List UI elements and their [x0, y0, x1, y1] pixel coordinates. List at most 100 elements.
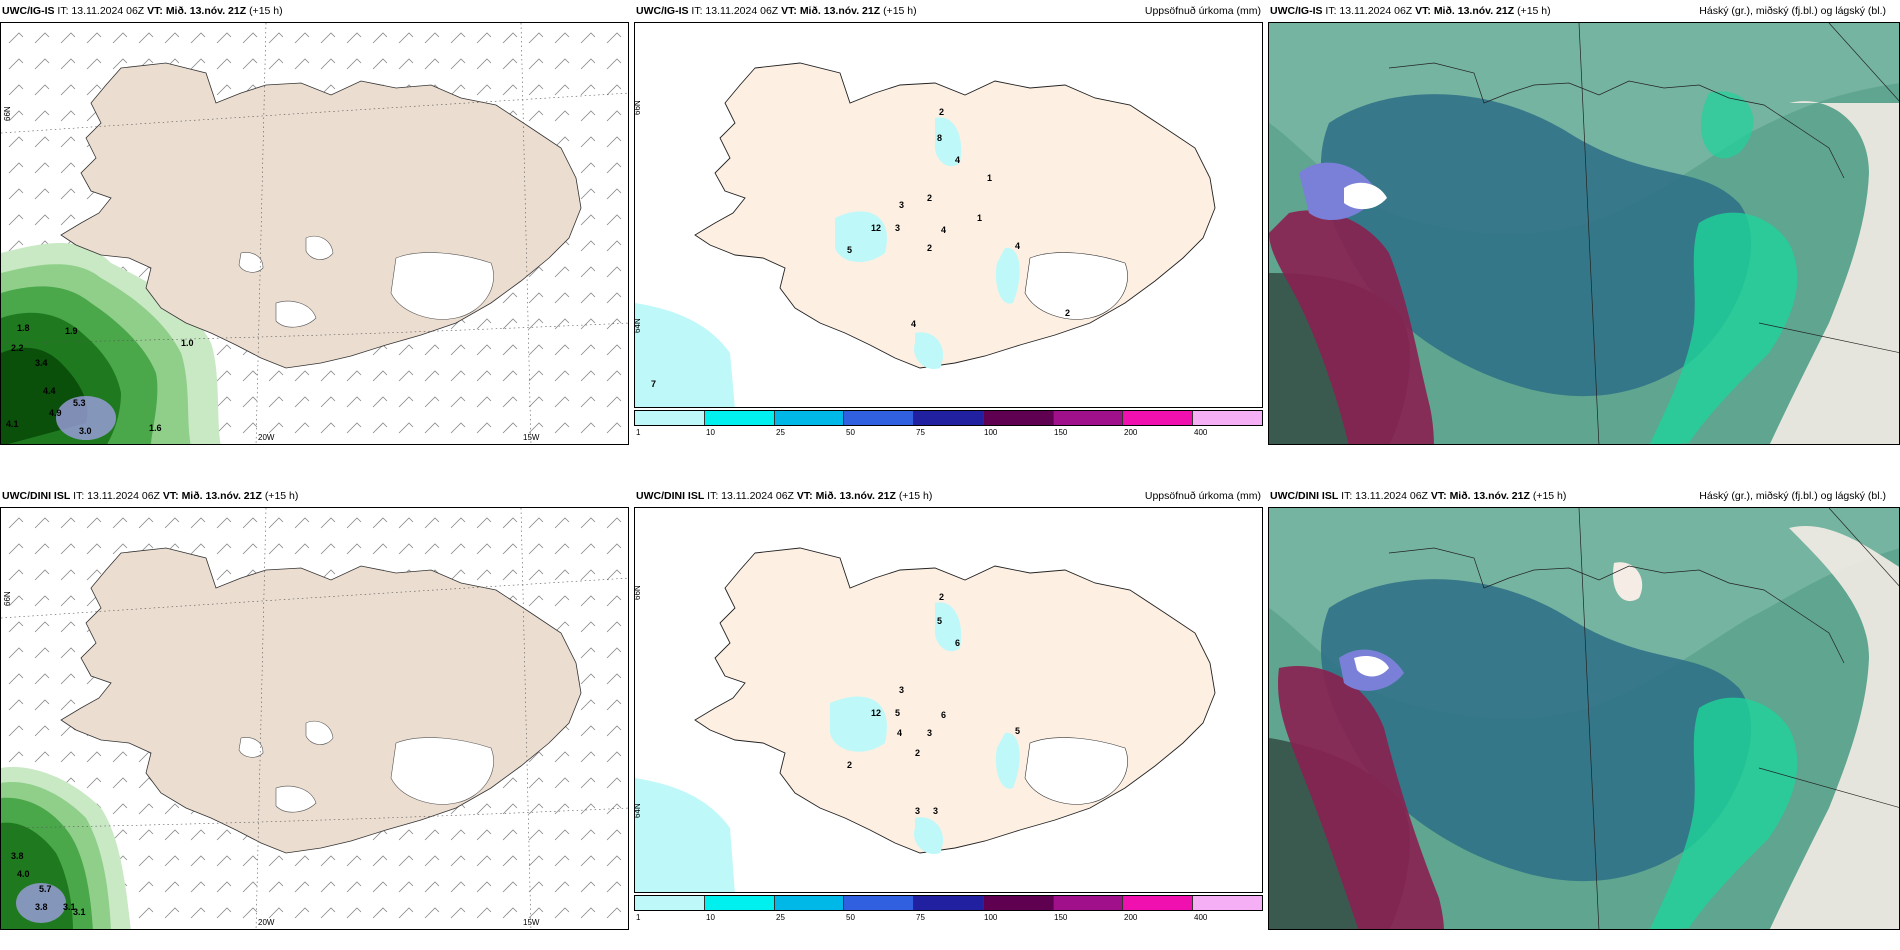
vt-label: VT:	[147, 5, 163, 17]
wind-barb	[60, 32, 76, 44]
wind-barb	[528, 32, 544, 44]
wind-barb	[242, 396, 258, 408]
colorbar-label: 100	[984, 428, 998, 437]
wind-barb	[398, 344, 414, 356]
wind-barb	[606, 58, 622, 70]
wind-barb	[60, 162, 76, 174]
precip-label: 4	[955, 155, 961, 165]
wind-barb	[502, 396, 518, 408]
wind-barb	[8, 725, 24, 737]
wind-barb	[450, 58, 466, 70]
wind-barb	[528, 569, 544, 581]
precip-label: 2	[927, 193, 933, 203]
colorbar-swatch	[844, 411, 915, 425]
wind-barb	[112, 517, 128, 529]
wind-barb	[476, 422, 492, 434]
wind-map: 20W 15W 66N 1.8 1.9 2.2 3.4 4.4 5.3 4.9 …	[0, 22, 629, 445]
wind-barb	[528, 58, 544, 70]
lat-label: 66N	[3, 106, 12, 121]
wind-barb	[424, 855, 440, 867]
lon-label-20w: 20W	[258, 918, 275, 927]
wind-barb	[476, 543, 492, 555]
wind-label: 4.9	[49, 408, 62, 418]
colorbar-swatch	[983, 411, 1054, 425]
wind-barb	[112, 777, 128, 789]
wind-barb	[528, 84, 544, 96]
wind-barb	[580, 673, 596, 685]
precip-map-panel-bottom: UWC/DINI ISL IT: 13.11.2024 06Z VT: Mið.…	[634, 485, 1263, 930]
lead-time: (+15 h)	[1517, 5, 1551, 17]
wind-barb	[606, 569, 622, 581]
wind-barb	[398, 829, 414, 841]
cloud-map	[1268, 22, 1900, 445]
wind-barb	[268, 422, 284, 434]
precip-label: 2	[939, 107, 945, 117]
colorbar-swatch	[844, 896, 915, 910]
wind-barb	[528, 370, 544, 382]
wind-barb	[502, 84, 518, 96]
wind-barb	[606, 621, 622, 633]
vt-label: VT:	[796, 490, 813, 502]
wind-barb	[190, 517, 206, 529]
model-name: UWC/IG-IS	[2, 5, 55, 17]
wind-barb	[502, 569, 518, 581]
wind-barb	[580, 829, 596, 841]
wind-barb	[580, 907, 596, 919]
wind-barb	[528, 855, 544, 867]
colorbar-swatch	[635, 411, 705, 425]
wind-barb	[528, 292, 544, 304]
wind-barb	[554, 396, 570, 408]
wind-barb	[606, 318, 622, 330]
wind-barb	[372, 422, 388, 434]
wind-barb	[606, 214, 622, 226]
colorbar-swatch	[983, 896, 1054, 910]
colorbar-label: 10	[706, 913, 715, 922]
valid-time: Mið. 13.nóv. 21Z	[165, 5, 247, 17]
wind-barb	[528, 422, 544, 434]
precip-label: 3	[927, 728, 933, 738]
wind-barb	[580, 110, 596, 122]
wind-barb	[60, 84, 76, 96]
wind-barb	[476, 569, 492, 581]
wind-barb	[34, 214, 50, 226]
wind-label: 3.1	[63, 902, 76, 912]
precip-label: 5	[847, 245, 853, 255]
wind-barb	[580, 162, 596, 174]
wind-barb	[450, 569, 466, 581]
panel-header: UWC/IG-IS IT: 13.11.2024 06Z VT: Mið. 13…	[1268, 0, 1900, 22]
wind-barb	[398, 855, 414, 867]
wind-barb	[554, 829, 570, 841]
valid-time: Mið. 13.nóv. 21Z	[1449, 490, 1530, 502]
init-time: IT: 13.11.2024 06Z	[707, 490, 794, 502]
wind-barb	[450, 829, 466, 841]
wind-barb	[554, 344, 570, 356]
init-time: IT: 13.11.2024 06Z	[73, 490, 160, 502]
wind-barb	[164, 32, 180, 44]
wind-barb	[34, 110, 50, 122]
wind-label: 3.1	[73, 907, 86, 917]
wind-barb	[398, 58, 414, 70]
wind-barb	[372, 370, 388, 382]
wind-barb	[346, 543, 362, 555]
wind-barb	[190, 543, 206, 555]
wind-barb	[554, 266, 570, 278]
wind-barb	[580, 751, 596, 763]
wind-barb	[580, 595, 596, 607]
wind-barb	[372, 907, 388, 919]
wind-barb	[60, 58, 76, 70]
valid-time: Mið. 13.nóv. 21Z	[799, 5, 881, 17]
wind-barb	[606, 370, 622, 382]
wind-barb	[580, 569, 596, 581]
wind-barb	[606, 84, 622, 96]
wind-barb	[86, 543, 102, 555]
colorbar-label: 50	[846, 913, 855, 922]
wind-barb	[346, 58, 362, 70]
wind-barb	[554, 318, 570, 330]
wind-barb	[554, 422, 570, 434]
wind-barb	[138, 803, 154, 815]
wind-barb	[580, 292, 596, 304]
wind-barb	[580, 803, 596, 815]
wind-barb	[242, 907, 258, 919]
colorbar-swatch	[1193, 896, 1263, 910]
vt-label: VT:	[781, 5, 797, 17]
